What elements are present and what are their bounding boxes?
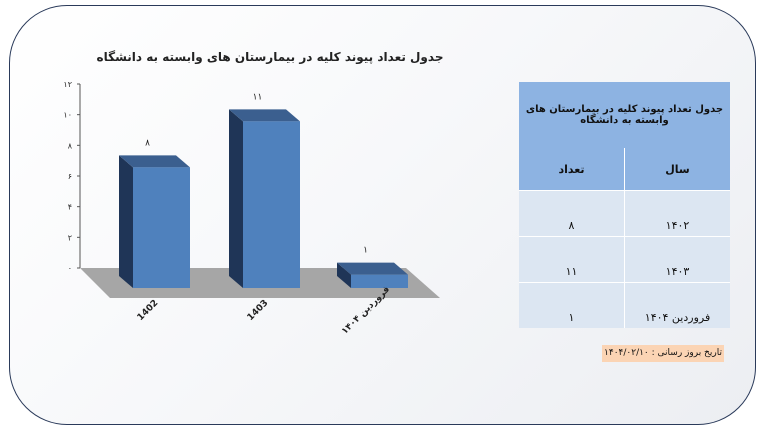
bar-top [119,155,190,168]
y-tick-label: ۱۲ [63,80,72,89]
update-date-badge: تاریخ بروز رسانی : ۱۴۰۴/۰۲/۱۰ [602,345,724,362]
y-tick-label: ۰ [68,264,72,273]
data-table: جدول تعداد پیوند کلیه در بیمارستان های و… [519,82,730,328]
bar-top [337,262,408,275]
table-cell-count: ۱ [519,282,625,328]
table-cell-year: فروردین ۱۴۰۴ [624,282,730,328]
table-caption: جدول تعداد پیوند کلیه در بیمارستان های و… [519,82,730,148]
data-label: ۸ [145,138,150,148]
y-tick-label: ۴ [68,203,72,212]
y-tick-label: ۱۰ [63,111,72,120]
chart-title: جدول تعداد پیوند کلیه در بیمارستان های و… [96,50,444,64]
data-label: ۱۱ [253,92,263,102]
bar-side [337,262,351,288]
bar-top [229,109,300,122]
table-row: ۱۴۰۲ ۸ [519,190,730,237]
data-label: ۱ [363,246,368,256]
bar [243,121,300,288]
x-tick-label: 1403 [246,298,271,323]
x-tick-label: 1402 [136,298,161,323]
table-row: فروردین ۱۴۰۴ ۱ [519,282,730,328]
table-row: ۱۴۰۳ ۱۱ [519,236,730,283]
table-cell-year: ۱۴۰۳ [624,236,730,283]
table-cell-count: ۱۱ [519,236,625,283]
bar-side [229,109,243,288]
y-tick-label: ۸ [68,141,73,150]
table-cell-year: ۱۴۰۲ [624,190,730,237]
bar [133,167,190,288]
y-tick-label: ۲ [68,233,72,242]
table-header-year: سال [624,148,730,191]
y-tick-label: ۶ [68,172,72,181]
table-cell-count: ۸ [519,190,625,237]
table-header-count: تعداد [519,148,625,191]
bar [351,274,408,288]
bar-side [119,155,133,288]
